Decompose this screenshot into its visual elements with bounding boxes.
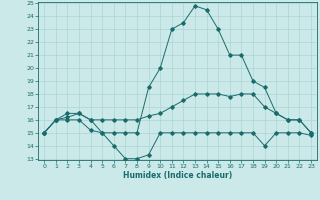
X-axis label: Humidex (Indice chaleur): Humidex (Indice chaleur) <box>123 171 232 180</box>
